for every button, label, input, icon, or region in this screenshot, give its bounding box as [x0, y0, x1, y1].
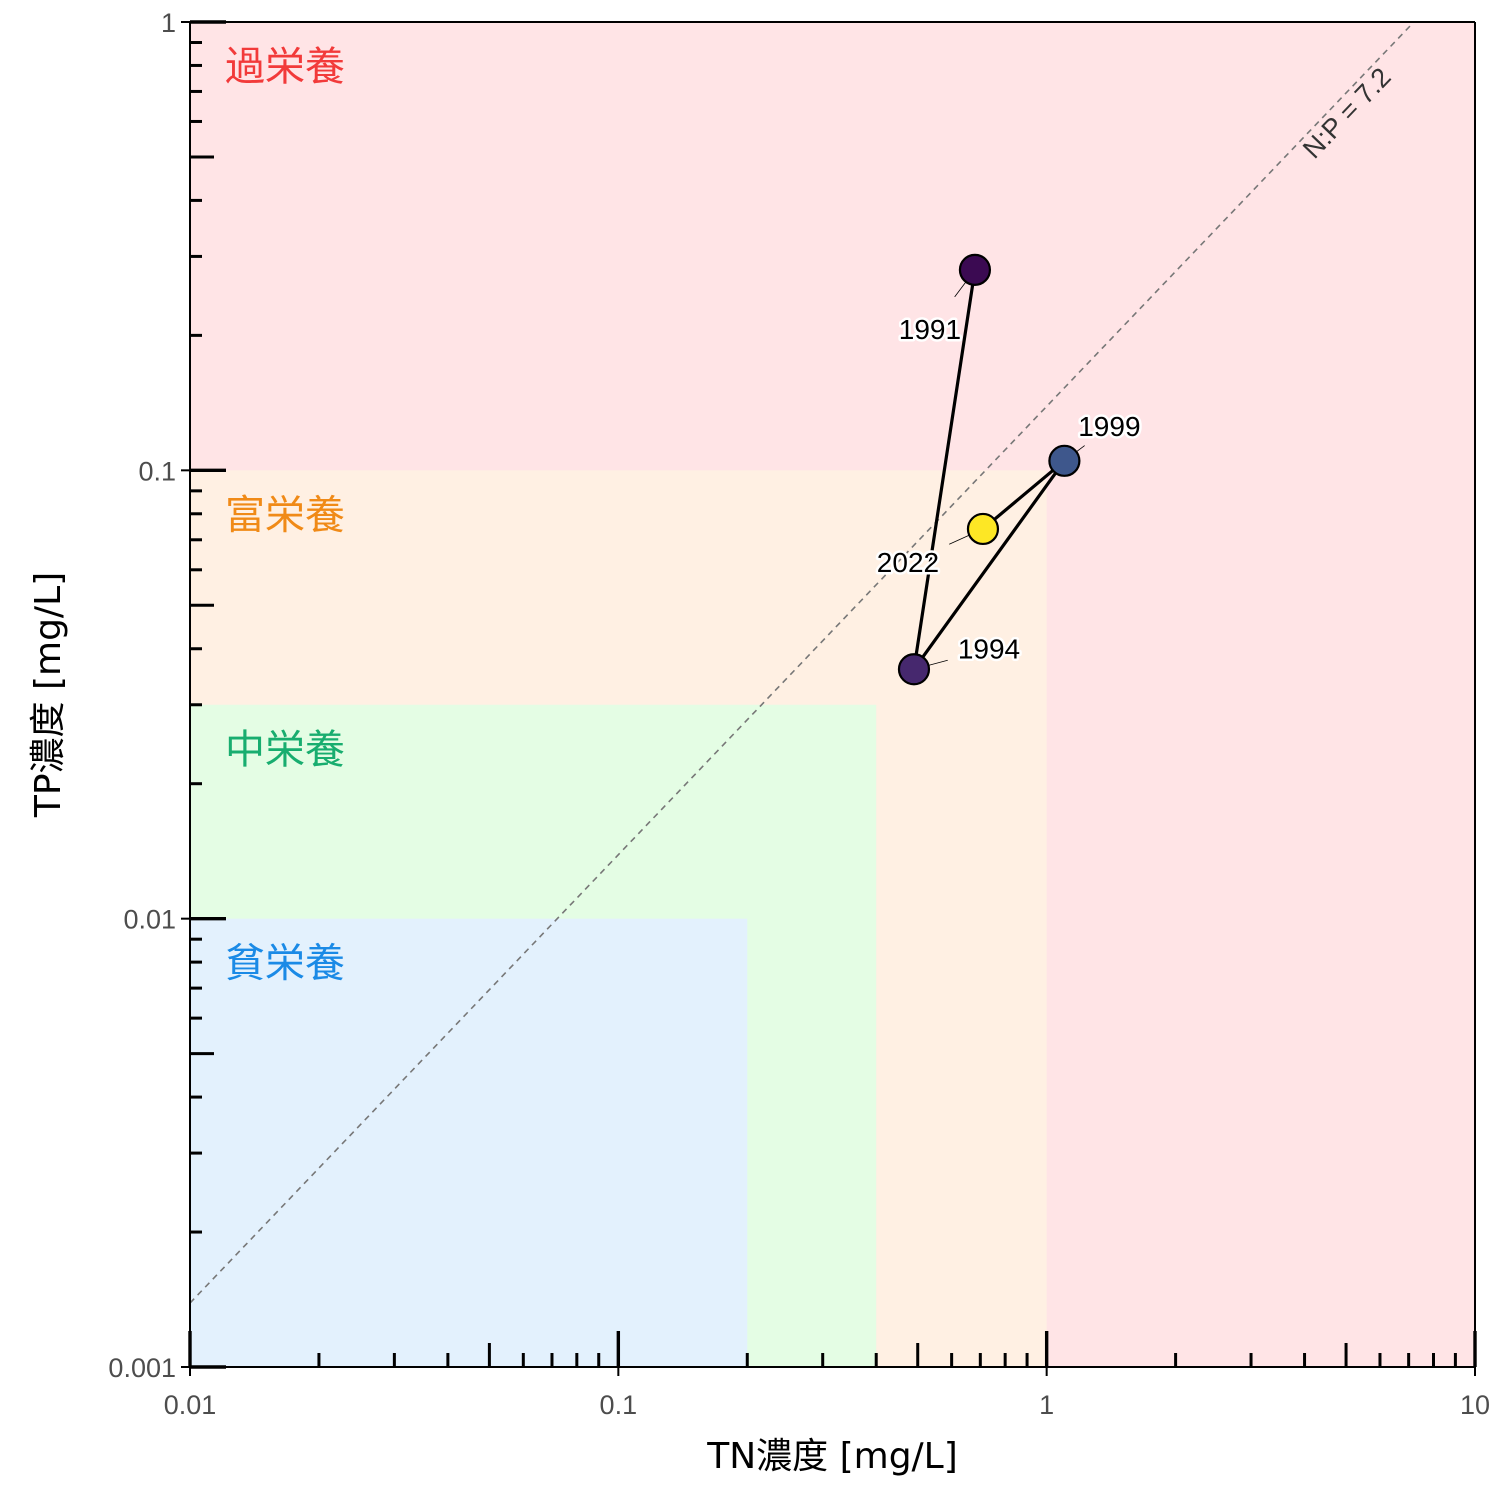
point-label-1994: 1994 — [958, 633, 1020, 664]
data-point-2022 — [966, 512, 1000, 546]
point-label-1991: 1991 — [899, 314, 961, 345]
zone-label-2: 中栄養 — [225, 727, 345, 773]
data-point-1994 — [897, 653, 931, 686]
y-axis-title: TP濃度 [mg/L] — [28, 572, 69, 818]
x-tick-label-1: 0.1 — [600, 1390, 638, 1420]
data-points — [897, 253, 1081, 686]
axis-titles: TN濃度 [mg/L] TP濃度 [mg/L] — [28, 572, 958, 1477]
y-tick-label-3: 1 — [161, 8, 176, 38]
x-tick-label-0: 0.01 — [164, 1390, 217, 1420]
x-tick-label-2: 1 — [1039, 1390, 1054, 1420]
point-labels: 1991 1994 1999 2022 — [874, 311, 1143, 666]
ratio-line — [189, 21, 1415, 1304]
x-tick-label-3: 10 — [1460, 1390, 1490, 1420]
point-label-2022: 2022 — [877, 547, 939, 578]
zone-label-3: 貧栄養 — [225, 941, 345, 987]
data-point-1999 — [1048, 444, 1081, 477]
point-label-1999: 1999 — [1078, 411, 1140, 442]
y-tick-label-0: 0.001 — [108, 1353, 176, 1383]
y-tick-label-1: 0.01 — [123, 905, 176, 935]
zone-label-1: 富栄養 — [225, 492, 345, 538]
axes: 0.01 0.1 1 10 0.001 0.01 0.1 1 — [108, 8, 1490, 1420]
x-axis-title: TN濃度 [mg/L] — [706, 1436, 958, 1477]
data-point-1991 — [958, 253, 992, 286]
y-tick-label-2: 0.1 — [138, 456, 176, 486]
trajectory-polyline — [912, 269, 1066, 671]
zone-rect-3 — [190, 918, 748, 1367]
trajectory-line — [912, 269, 1066, 671]
zone-label-0: 過栄養 — [225, 44, 345, 90]
